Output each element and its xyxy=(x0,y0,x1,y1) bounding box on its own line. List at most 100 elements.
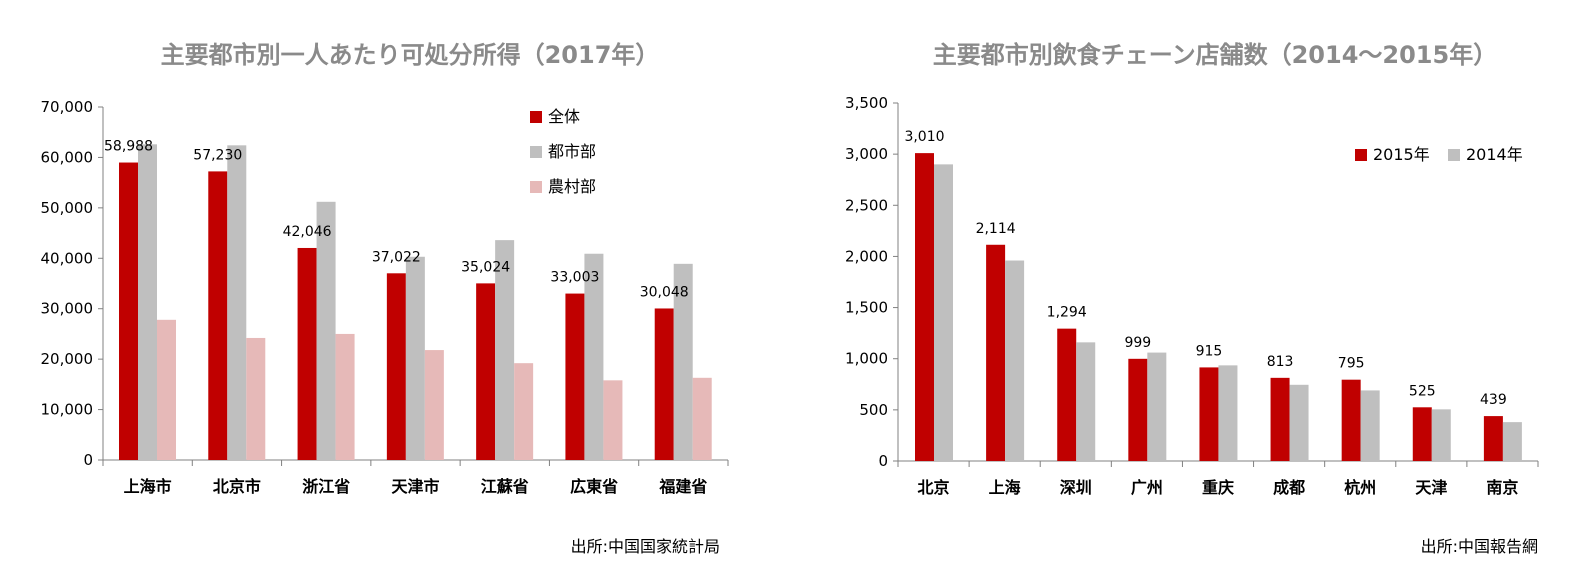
x-category-label: 深圳 xyxy=(1060,478,1092,497)
x-category-label: 北京市 xyxy=(213,477,261,496)
y-tick-label: 70,000 xyxy=(41,98,94,116)
data-label: 33,003 xyxy=(550,270,599,286)
data-label: 999 xyxy=(1124,335,1151,351)
bar xyxy=(246,337,266,460)
y-tick-label: 1,000 xyxy=(845,350,888,368)
legend-swatch xyxy=(530,181,542,193)
y-tick-label: 1,500 xyxy=(845,299,888,317)
chart-source: 出所:中国国家統計局 xyxy=(571,537,720,556)
bar xyxy=(1076,342,1096,461)
bar xyxy=(208,171,228,461)
data-label: 35,024 xyxy=(461,259,510,275)
data-label: 795 xyxy=(1338,356,1365,372)
x-category-label: 广州 xyxy=(1131,478,1163,497)
legend-swatch xyxy=(1448,149,1460,161)
bar xyxy=(1502,422,1522,461)
bar xyxy=(1057,328,1077,461)
x-category-label: 福建省 xyxy=(658,477,707,496)
bar xyxy=(119,162,138,461)
bar xyxy=(297,247,317,460)
x-category-label: 江蘇省 xyxy=(481,477,529,496)
bar xyxy=(1483,416,1503,461)
bar xyxy=(915,153,934,461)
bar xyxy=(495,240,515,460)
x-category-label: 成都 xyxy=(1273,478,1305,497)
bar xyxy=(692,377,712,460)
data-label: 915 xyxy=(1196,343,1223,359)
bar xyxy=(386,273,406,460)
bar xyxy=(335,333,355,460)
bar xyxy=(1360,390,1380,461)
bar xyxy=(565,293,585,460)
bar xyxy=(1431,409,1451,461)
bar xyxy=(934,164,953,461)
bar xyxy=(1412,407,1432,461)
bar xyxy=(157,319,176,460)
chart-title: 主要都市別飲食チェーン店舗数（2014～2015年） xyxy=(933,41,1497,69)
data-label: 30,048 xyxy=(640,284,689,300)
bar xyxy=(603,380,623,460)
x-category-label: 浙江省 xyxy=(302,477,350,496)
y-tick-label: 2,500 xyxy=(845,196,888,214)
y-tick-label: 3,000 xyxy=(845,145,888,163)
bar xyxy=(1218,365,1238,461)
y-tick-label: 2,000 xyxy=(845,247,888,265)
y-tick-label: 30,000 xyxy=(41,300,94,318)
bar xyxy=(405,256,425,460)
legend-label: 2014年 xyxy=(1466,145,1523,164)
data-label: 58,988 xyxy=(104,139,153,155)
bar xyxy=(1005,260,1025,461)
bar xyxy=(584,253,604,460)
bar xyxy=(1147,352,1167,461)
bar xyxy=(1128,358,1148,461)
restaurant-chain-chart: 主要都市別飲食チェーン店舗数（2014～2015年） 出所:中国報告網 0 500… xyxy=(845,41,1539,556)
bar xyxy=(1199,367,1219,461)
data-label: 813 xyxy=(1267,354,1294,370)
x-category-label: 天津 xyxy=(1415,478,1447,497)
y-tick-label: 3,500 xyxy=(845,94,888,112)
y-tick-label: 60,000 xyxy=(41,148,94,166)
income-chart: 主要都市別一人あたり可処分所得（2017年） 出所:中国国家統計局 0 10,00… xyxy=(41,41,729,556)
bar xyxy=(1289,384,1309,461)
x-category-label: 杭州 xyxy=(1344,478,1376,497)
y-tick-label: 20,000 xyxy=(41,350,94,368)
chart-title: 主要都市別一人あたり可処分所得（2017年） xyxy=(161,41,660,69)
data-label: 525 xyxy=(1409,383,1436,399)
legend-label: 都市部 xyxy=(548,142,596,161)
bar xyxy=(514,363,534,460)
chart-source: 出所:中国報告網 xyxy=(1421,537,1538,556)
legend-swatch xyxy=(1355,149,1367,161)
y-tick-label: 10,000 xyxy=(41,401,94,419)
legend-swatch xyxy=(530,111,542,123)
x-category-label: 天津市 xyxy=(391,477,439,496)
y-tick-label: 40,000 xyxy=(41,249,94,267)
x-category-label: 南京 xyxy=(1486,478,1518,497)
data-label: 57,230 xyxy=(193,147,242,163)
x-category-label: 広東省 xyxy=(570,477,618,496)
y-tick-label: 0 xyxy=(83,451,93,469)
data-label: 3,010 xyxy=(904,129,944,145)
x-category-label: 重庆 xyxy=(1202,478,1234,497)
y-tick-label: 50,000 xyxy=(41,199,94,217)
bar xyxy=(654,308,674,460)
x-category-label: 上海 xyxy=(989,478,1021,497)
legend-label: 農村部 xyxy=(548,177,596,196)
bar xyxy=(1270,377,1290,461)
bar xyxy=(316,201,336,460)
x-category-label: 上海市 xyxy=(124,477,172,496)
data-label: 42,046 xyxy=(283,224,332,240)
data-label: 439 xyxy=(1480,392,1507,408)
x-category-label: 北京 xyxy=(918,478,950,497)
bar xyxy=(424,350,444,460)
bar xyxy=(673,263,693,460)
y-tick-label: 500 xyxy=(859,401,888,419)
bar xyxy=(1341,379,1361,461)
legend-label: 2015年 xyxy=(1373,145,1430,164)
bar xyxy=(986,244,1006,461)
data-label: 2,114 xyxy=(976,221,1016,237)
bar xyxy=(476,283,496,460)
y-tick-label: 0 xyxy=(878,452,888,470)
legend-label: 全体 xyxy=(548,107,580,126)
